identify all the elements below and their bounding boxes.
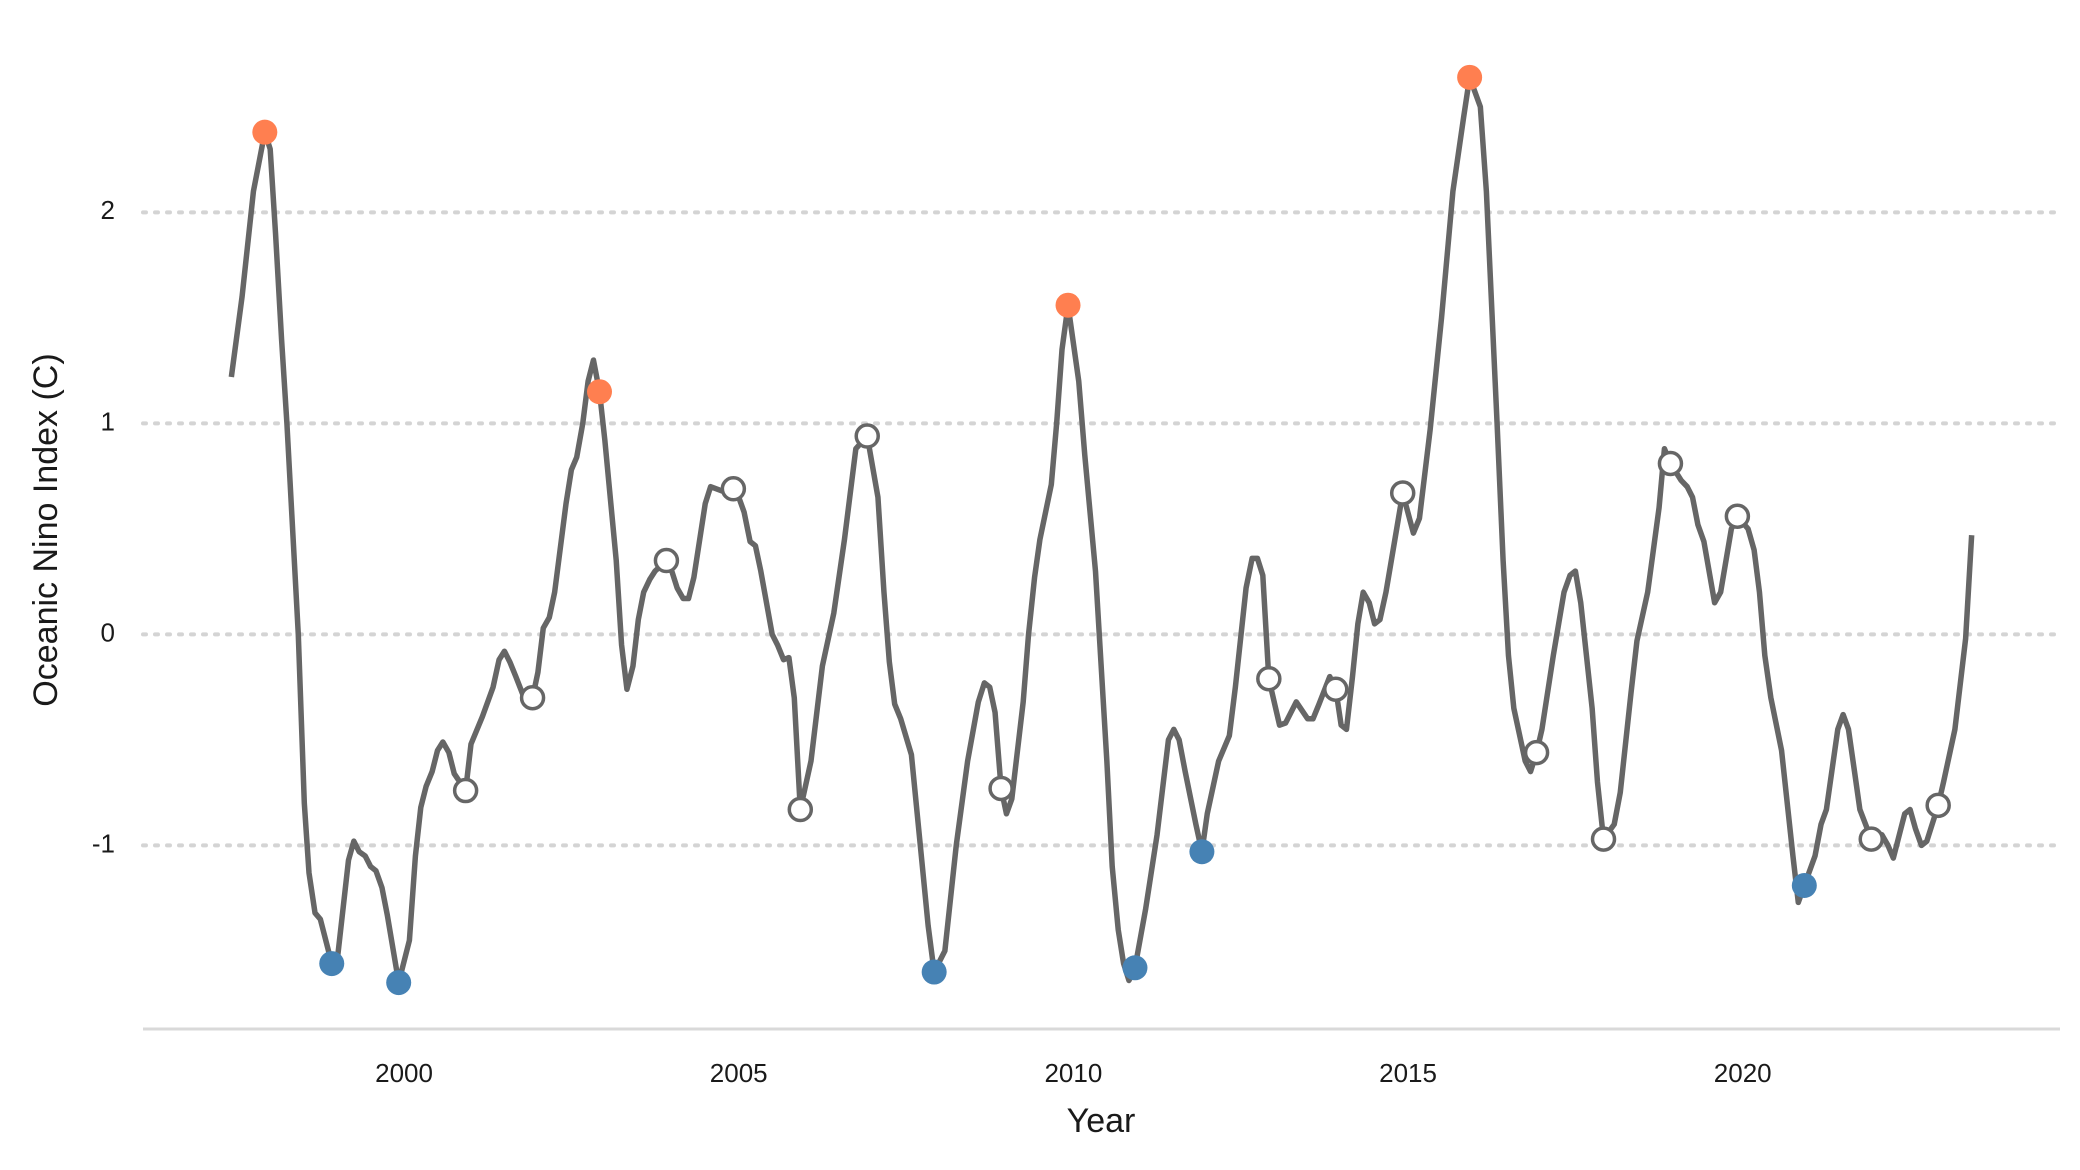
year-point: [1256, 665, 1282, 692]
year-point: [1323, 676, 1349, 703]
y-tick-label: 1: [101, 406, 115, 436]
x-tick-label: 2010: [1044, 1058, 1102, 1088]
year-point: [1457, 64, 1483, 90]
year-point: [1523, 739, 1550, 766]
y-tick-label: -1: [92, 828, 115, 858]
year-point: [921, 959, 947, 985]
year-point: [1189, 839, 1215, 865]
x-tick-label: 2015: [1379, 1058, 1437, 1088]
x-tick-label: 2020: [1714, 1058, 1772, 1088]
x-tick-label: 2005: [710, 1058, 768, 1088]
y-tick-label: 0: [101, 617, 115, 647]
year-point: [452, 777, 479, 804]
data-line: [228, 74, 1975, 986]
year-point: [1657, 450, 1684, 477]
year-point: [787, 796, 814, 823]
year-point: [1791, 873, 1817, 899]
x-tick-label: 2000: [375, 1058, 433, 1088]
year-point: [1122, 955, 1148, 981]
year-point: [1858, 826, 1884, 852]
year-point: [252, 119, 278, 145]
year-point: [1925, 792, 1951, 819]
year-point: [586, 379, 612, 405]
year-point: [1724, 503, 1751, 529]
year-point: [1590, 826, 1617, 852]
y-axis-title: Oceanic Nino Index (C): [27, 353, 65, 706]
year-point: [519, 684, 546, 711]
y-tick-label: 2: [101, 195, 115, 225]
year-point: [854, 423, 880, 449]
x-axis-title: Year: [1067, 1102, 1136, 1140]
year-point: [319, 951, 345, 977]
year-point: [653, 547, 680, 574]
year-point: [1055, 292, 1081, 318]
year-point: [386, 970, 412, 996]
year-point: [1389, 480, 1416, 506]
year-point: [988, 775, 1014, 802]
year-point: [720, 476, 747, 502]
